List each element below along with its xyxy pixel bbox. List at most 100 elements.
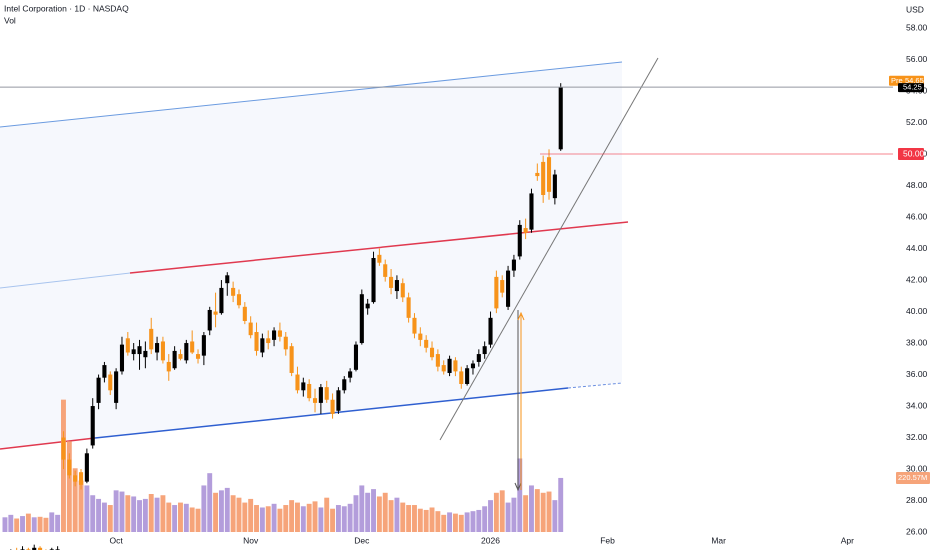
volume-bar <box>14 518 20 532</box>
candle-body <box>61 437 66 460</box>
candle-body <box>90 406 95 446</box>
volume-bar <box>558 477 564 532</box>
volume-bar <box>406 505 412 532</box>
y-tick-label: 30.00 <box>906 463 928 473</box>
volume-bar <box>37 516 43 532</box>
candle-body <box>125 338 130 353</box>
candle-body <box>301 382 306 391</box>
volume-bar <box>248 498 254 532</box>
plot-area <box>2 83 564 550</box>
volume-bar <box>166 502 172 532</box>
x-tick-label: Apr <box>841 535 854 545</box>
volume-bar <box>195 508 201 532</box>
volume-bar <box>482 506 488 532</box>
volume-bar <box>142 498 148 532</box>
candle-body <box>383 264 388 277</box>
volume-bar <box>66 441 72 532</box>
volume-bar <box>540 492 546 532</box>
volume-bar <box>236 497 242 532</box>
candle-body <box>73 475 78 482</box>
candle-body <box>424 339 429 348</box>
y-tick-label: 38.00 <box>906 337 928 347</box>
channel-top <box>0 61 623 128</box>
volume-bar <box>335 505 341 532</box>
volume-bar <box>423 509 429 532</box>
candle-body <box>465 368 470 384</box>
volume-bar <box>31 517 37 532</box>
volume-bar <box>2 517 8 532</box>
volume-bar <box>289 500 295 532</box>
candle-body <box>330 399 335 414</box>
volume-bar <box>441 514 447 532</box>
x-tick-label: Nov <box>243 535 259 545</box>
candle-body <box>277 330 282 337</box>
volume-bar <box>371 489 376 532</box>
candle-body <box>459 371 464 384</box>
candle-body <box>476 354 481 362</box>
candle-body <box>371 257 376 303</box>
volume-bar <box>131 496 137 532</box>
volume-bar <box>452 513 458 532</box>
candle-body <box>400 283 405 298</box>
volume-bar <box>365 492 371 532</box>
candle-body <box>260 338 265 353</box>
arrow-head <box>517 311 525 321</box>
volume-bar <box>300 506 306 532</box>
volume-bar <box>160 495 166 532</box>
candle-body <box>324 387 329 400</box>
volume-label: 220.57M <box>898 473 927 482</box>
candle-body <box>160 341 165 361</box>
volume-bar <box>218 490 224 532</box>
candle-body <box>517 224 522 257</box>
x-tick-label: Feb <box>600 535 615 545</box>
candle-body <box>295 374 300 391</box>
premarket-value: 54.65 <box>905 76 924 85</box>
candle-body <box>529 193 534 230</box>
volume-bar <box>464 512 470 532</box>
x-tick-label: Oct <box>110 535 124 545</box>
volume-bar <box>435 511 441 532</box>
volume-bar <box>546 491 552 532</box>
candle-body <box>289 346 294 373</box>
volume-bar <box>517 458 523 532</box>
candle-body <box>453 360 458 372</box>
y-tick-label: 48.00 <box>906 180 928 190</box>
volume-bar <box>119 491 125 532</box>
volume-bar <box>172 505 178 532</box>
candle-body <box>266 338 271 344</box>
candle-body <box>546 157 552 192</box>
candle-body <box>207 309 212 331</box>
candle-body <box>500 280 505 293</box>
candle-body <box>131 349 136 355</box>
volume-bar <box>230 495 236 532</box>
volume-bar <box>529 485 534 532</box>
candle-body <box>219 287 224 314</box>
candle-body <box>195 354 201 359</box>
channel-mid-ext <box>0 272 131 289</box>
volume-bar <box>470 511 476 532</box>
volume-bar <box>283 505 289 532</box>
candle-body <box>336 390 341 411</box>
candle-body <box>535 172 540 177</box>
volume-bar <box>55 514 61 532</box>
candle-body <box>84 453 89 482</box>
candle-body <box>119 344 125 372</box>
candle-body <box>359 294 364 344</box>
y-tick-label: 42.00 <box>906 274 928 284</box>
y-tick-label: 36.00 <box>906 369 928 379</box>
candle-body <box>506 270 511 307</box>
candle-body <box>482 346 487 355</box>
volume-bar <box>259 507 265 532</box>
candle-body <box>172 350 177 369</box>
y-tick-label: 52.00 <box>906 117 928 127</box>
volume-bar <box>242 502 248 532</box>
premarket-label: Pre <box>891 76 903 85</box>
volume-bar <box>312 501 318 532</box>
y-tick-label: 28.00 <box>906 495 928 505</box>
volume-bar <box>96 498 102 532</box>
chart-title: Intel Corporation · 1D · NASDAQ <box>4 3 129 13</box>
candle-body <box>213 311 218 315</box>
volume-bar <box>137 500 142 532</box>
